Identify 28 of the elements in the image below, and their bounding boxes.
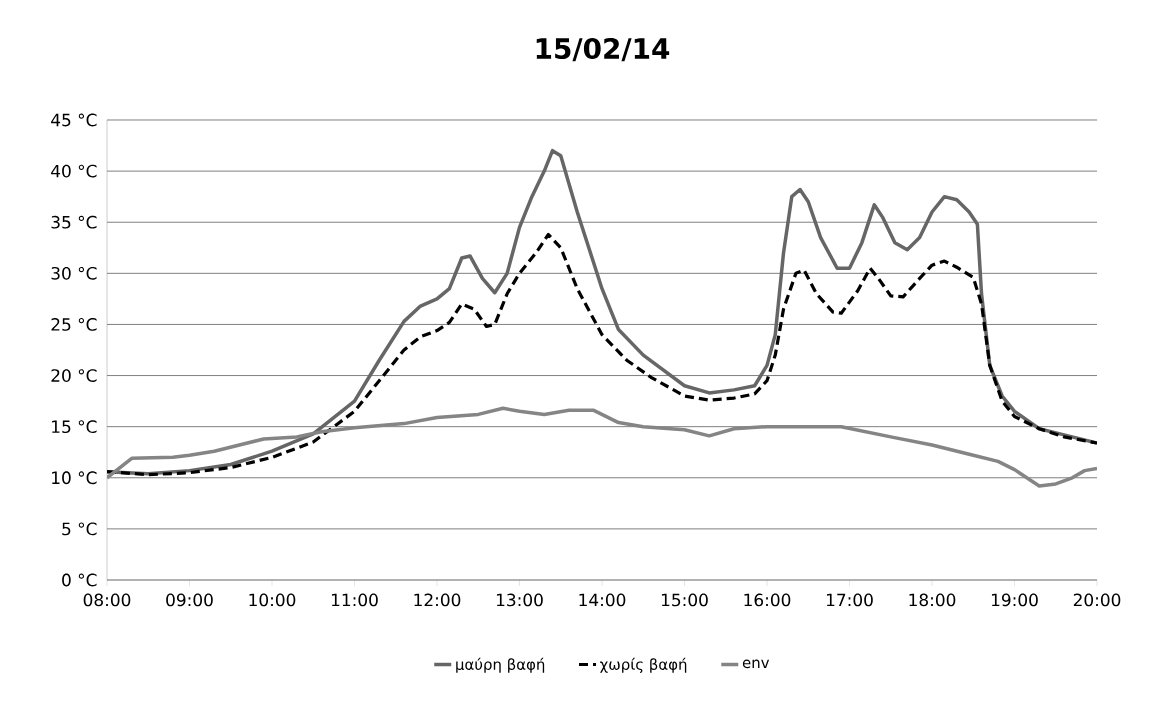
x-tick-label: 09:00 bbox=[166, 593, 213, 607]
line-series bbox=[107, 232, 1098, 477]
legend-label: μαύρη βαφή bbox=[456, 657, 545, 673]
x-tick-label: 16:00 bbox=[744, 593, 791, 607]
x-tick-label: 20:00 bbox=[1073, 593, 1121, 607]
x-tick-label: 08:00 bbox=[83, 593, 131, 607]
legend-label: χωρίς βαφή bbox=[600, 657, 687, 673]
y-tick-label: 25 °C bbox=[51, 318, 97, 331]
x-tick-label: 14:00 bbox=[579, 593, 626, 607]
y-tick-label: 35 °C bbox=[51, 215, 97, 229]
x-tick-label: 12:00 bbox=[414, 593, 461, 607]
y-tick-label: 0 °C bbox=[62, 573, 97, 587]
x-tick-label: 11:00 bbox=[331, 593, 378, 607]
x-tick-label: 15:00 bbox=[661, 593, 708, 607]
y-tick-label: 15 °C bbox=[52, 420, 97, 434]
x-tick-label: 10:00 bbox=[249, 593, 296, 607]
y-tick-label: 10 °C bbox=[52, 471, 97, 485]
chart-title: 15/02/14 bbox=[536, 37, 670, 62]
x-tick-label: 19:00 bbox=[991, 593, 1038, 607]
x-tick-label: 18:00 bbox=[909, 593, 956, 607]
y-tick-label: 45 °C bbox=[51, 113, 97, 127]
y-tick-label: 30 °C bbox=[51, 266, 97, 280]
x-tick-label: 17:00 bbox=[826, 593, 873, 607]
y-tick-label: 40 °C bbox=[51, 164, 97, 178]
x-tick-label: 13:00 bbox=[496, 593, 543, 607]
legend-label: env bbox=[742, 659, 770, 669]
y-tick-label: 5 °C bbox=[62, 522, 97, 536]
y-tick-label: 20 °C bbox=[51, 369, 97, 382]
